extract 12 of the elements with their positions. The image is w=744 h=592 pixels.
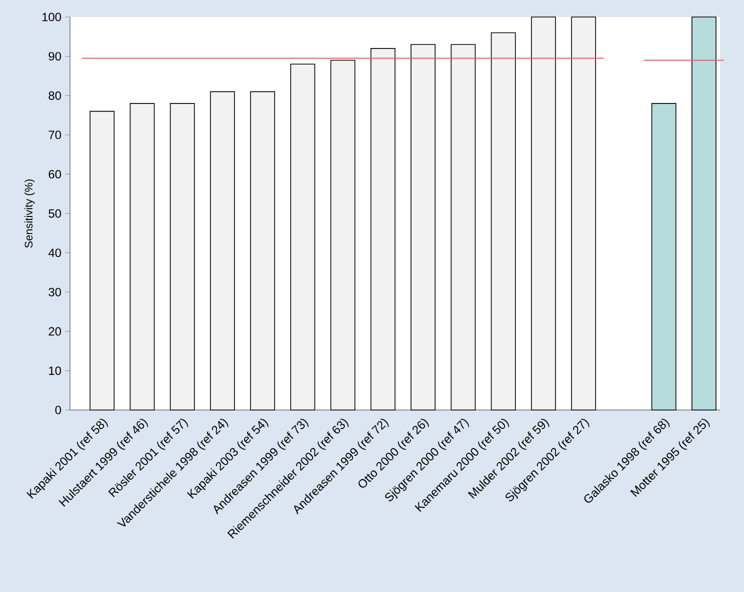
- y-tick-label: 90: [48, 52, 62, 61]
- y-tick-label: 0: [55, 406, 62, 414]
- y-tick-label: 40: [48, 248, 62, 258]
- y-tick-label: 20: [48, 327, 62, 336]
- y-tick-label: 30: [48, 288, 62, 296]
- y-tick-label: 60: [48, 170, 62, 178]
- y-tick-label: 10: [49, 366, 62, 375]
- y-axis-title: Sensitivity (%): [24, 179, 35, 248]
- y-tick-label: 80: [48, 91, 62, 100]
- y-tick-label: 100: [42, 12, 62, 22]
- y-tick-label: 50: [48, 209, 62, 218]
- y-tick-label: 70: [48, 130, 62, 140]
